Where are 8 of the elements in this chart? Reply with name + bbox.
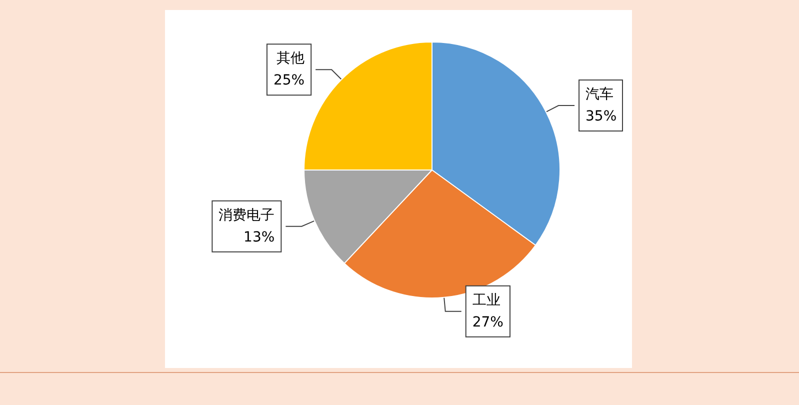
slice-label: 消费电子 xyxy=(218,207,275,224)
slice-label: 工业 xyxy=(472,292,500,308)
data-label: 13% xyxy=(244,229,275,246)
data-label: 27% xyxy=(472,314,504,330)
slice-label: 其他 xyxy=(276,50,305,67)
data-label: 35% xyxy=(586,108,617,125)
slice-label: 汽车 xyxy=(586,86,614,103)
data-label: 25% xyxy=(273,72,305,89)
